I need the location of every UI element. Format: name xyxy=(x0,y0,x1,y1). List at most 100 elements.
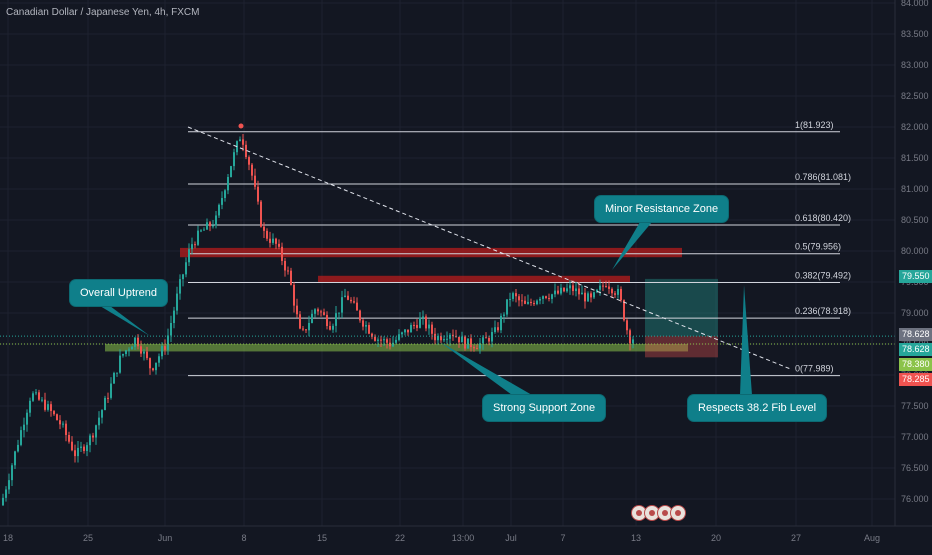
candle-body xyxy=(218,204,220,216)
candle-body xyxy=(473,347,475,349)
price-tick-label: 77.000 xyxy=(901,432,929,442)
callout-respects-fib[interactable]: Respects 38.2 Fib Level xyxy=(688,395,827,421)
candle-body xyxy=(176,293,178,311)
price-tick-label: 83.500 xyxy=(901,29,929,39)
time-tick-label: 22 xyxy=(395,533,405,543)
candle-body xyxy=(233,152,235,167)
candle-body xyxy=(245,144,247,158)
candle-body xyxy=(323,312,325,315)
event-icon[interactable] xyxy=(644,505,660,521)
candle-body xyxy=(227,176,229,191)
candle-body xyxy=(134,337,136,347)
candle-body xyxy=(53,411,55,415)
time-tick-label: 27 xyxy=(791,533,801,543)
event-icon[interactable] xyxy=(670,505,686,521)
candle-body xyxy=(23,424,25,431)
candle-body xyxy=(287,270,289,272)
candle-body xyxy=(554,290,556,295)
callout-overall-uptrend[interactable]: Overall Uptrend xyxy=(70,280,168,306)
candle-body xyxy=(455,336,457,338)
candle-body xyxy=(434,333,436,341)
candle-body xyxy=(212,225,214,227)
candle-body xyxy=(476,348,478,350)
price-badge-support: 78.380 xyxy=(899,358,932,371)
candle-body xyxy=(482,337,484,344)
symbol-title[interactable]: Canadian Dollar / Japanese Yen, 4h, FXCM xyxy=(6,7,200,18)
candle-body xyxy=(5,489,7,498)
price-badge-target: 79.550 xyxy=(899,270,932,283)
candle-body xyxy=(17,444,19,452)
candle-body xyxy=(131,346,133,350)
candle-body xyxy=(530,301,532,304)
time-tick-label: 18 xyxy=(3,533,13,543)
candle-body xyxy=(536,300,538,305)
downtrend-line[interactable] xyxy=(187,126,791,370)
candle-body xyxy=(458,336,460,343)
price-tick-label: 80.000 xyxy=(901,246,929,256)
callout-pointer-resistance xyxy=(612,222,652,270)
fib-retracement[interactable]: 1(81.923) 0.786(81.081) 0.618(80.420) 0.5(7… xyxy=(188,120,851,377)
callout-pointer-support xyxy=(440,342,532,395)
candle-body xyxy=(533,303,535,305)
candle-body xyxy=(116,372,118,374)
candle-body xyxy=(380,339,382,341)
candle-body xyxy=(71,441,73,451)
candle-body xyxy=(248,157,250,165)
candle-body xyxy=(161,346,163,357)
callout-minor-resistance[interactable]: Minor Resistance Zone xyxy=(595,196,729,222)
candle-body xyxy=(194,244,196,246)
candle-body xyxy=(632,339,634,344)
candle-body xyxy=(566,288,568,292)
candle-body xyxy=(401,332,403,335)
candle-body xyxy=(500,315,502,331)
candle-body xyxy=(377,339,379,341)
candle-body xyxy=(140,346,142,354)
candle-body xyxy=(203,229,205,231)
fib-level-label: 0.5(79.956) xyxy=(795,242,841,252)
event-icon[interactable] xyxy=(657,505,673,521)
candle-body xyxy=(239,139,241,142)
fib-level-label: 0.786(81.081) xyxy=(795,172,851,182)
candle-body xyxy=(392,342,394,347)
position-profit-zone[interactable] xyxy=(645,278,718,337)
candle-body xyxy=(269,238,271,243)
candle-body xyxy=(503,314,505,316)
time-axis[interactable]: 18 25 Jun 8 15 22 13:00 Jul 7 13 20 27 Aug xyxy=(0,525,932,543)
event-markers[interactable] xyxy=(631,505,686,523)
price-tick-label: 76.500 xyxy=(901,463,929,473)
candle-body xyxy=(191,244,193,250)
price-tick-label: 79.000 xyxy=(901,308,929,318)
candles xyxy=(2,133,634,507)
position-loss-zone[interactable] xyxy=(645,336,718,358)
candle-body xyxy=(416,325,418,328)
candle-body xyxy=(488,338,490,342)
fib-level-label: 0.618(80.420) xyxy=(795,213,851,223)
fib-level-label: 0.382(79.492) xyxy=(795,270,851,280)
candle-body xyxy=(170,323,172,336)
callout-strong-support[interactable]: Strong Support Zone xyxy=(483,395,606,421)
candle-body xyxy=(149,358,151,369)
candle-body xyxy=(515,293,517,297)
candle-body xyxy=(242,139,244,145)
candle-body xyxy=(278,243,280,247)
candle-body xyxy=(362,320,364,327)
candle-body xyxy=(344,295,346,298)
candle-body xyxy=(41,399,43,401)
candle-body xyxy=(491,332,493,342)
candle-body xyxy=(284,260,286,271)
candle-body xyxy=(590,293,592,298)
candle-body xyxy=(290,270,292,285)
price-badge-current: 78.628 xyxy=(899,343,932,356)
candle-body xyxy=(560,287,562,294)
minor-resistance-zone xyxy=(318,275,630,282)
candle-body xyxy=(50,404,52,412)
candle-body xyxy=(365,325,367,327)
candle-body xyxy=(182,274,184,280)
candle-body xyxy=(332,325,334,330)
candle-body xyxy=(509,298,511,300)
candle-body xyxy=(128,349,130,351)
candle-body xyxy=(26,412,28,425)
